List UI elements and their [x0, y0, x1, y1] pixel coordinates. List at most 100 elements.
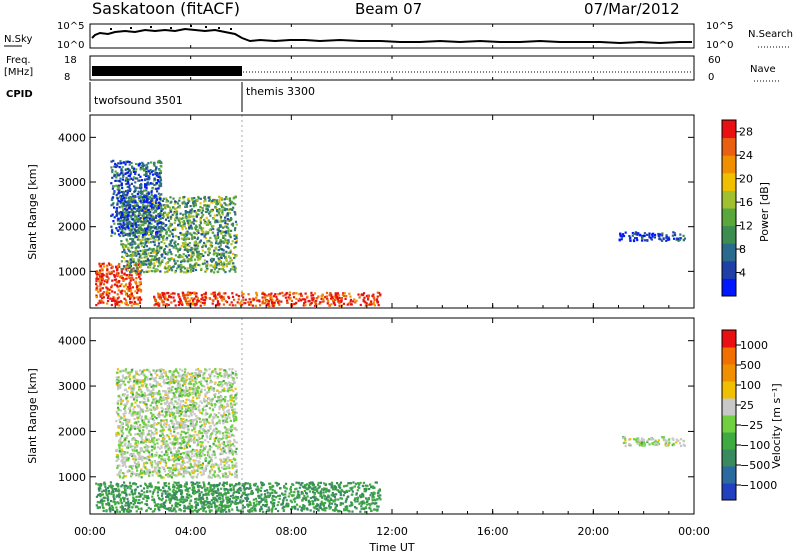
echo-cell: [144, 238, 147, 241]
echo-cell: [120, 198, 124, 201]
echo-cell: [187, 490, 190, 493]
echo-cell: [223, 207, 226, 210]
echo-cell: [179, 268, 182, 271]
echo-cell: [242, 485, 246, 488]
echo-cell: [123, 486, 126, 489]
echo-cell: [134, 446, 137, 449]
echo-cell: [95, 287, 98, 290]
echo-cell: [109, 499, 113, 503]
echo-cell: [184, 297, 187, 301]
echo-cell: [275, 496, 278, 499]
echo-cell: [154, 187, 157, 190]
echo-cell: [247, 487, 250, 490]
echo-cell: [149, 266, 152, 269]
echo-cell: [198, 264, 201, 267]
echo-cell: [125, 501, 128, 505]
echo-cell: [113, 283, 117, 286]
echo-cell: [246, 503, 249, 507]
echo-cell: [106, 291, 109, 294]
echo-cell: [118, 227, 122, 230]
echo-cell: [284, 486, 287, 489]
echo-cell: [362, 495, 365, 498]
echo-cell: [129, 237, 132, 241]
echo-cell: [214, 504, 217, 507]
echo-cell: [235, 468, 239, 472]
echo-cell: [136, 501, 140, 504]
echo-cell: [277, 501, 280, 504]
echo-cell: [215, 239, 218, 242]
power-echoes: [95, 159, 687, 308]
echo-cell: [98, 280, 101, 283]
echo-cell: [135, 168, 138, 171]
echo-cell: [343, 508, 346, 511]
echo-cell: [320, 488, 324, 491]
echo-cell: [152, 195, 155, 198]
echo-cell: [160, 222, 164, 226]
echo-cell: [138, 498, 141, 502]
echo-cell: [222, 296, 225, 299]
echo-cell: [105, 510, 108, 513]
echo-cell: [139, 260, 142, 263]
echo-cell: [119, 173, 122, 176]
echo-cell: [154, 239, 157, 242]
echo-cell: [134, 177, 137, 180]
echo-cell: [144, 174, 148, 178]
echo-cell: [153, 446, 157, 449]
echo-cell: [132, 223, 135, 226]
echo-cell: [185, 271, 188, 274]
echo-cell: [204, 293, 207, 296]
echo-cell: [127, 211, 131, 214]
echo-cell: [220, 493, 223, 497]
echo-cell: [138, 206, 141, 209]
echo-cell: [276, 298, 279, 301]
echo-cell: [345, 499, 348, 502]
echo-cell: [98, 485, 101, 488]
echo-cell: [181, 439, 184, 442]
echo-cell: [134, 456, 137, 459]
echo-cell: [189, 209, 192, 212]
echo-cell: [379, 498, 382, 501]
echo-cell: [192, 253, 195, 257]
echo-cell: [136, 224, 139, 227]
echo-cell: [229, 487, 233, 490]
echo-cell: [122, 175, 125, 178]
echo-cell: [105, 489, 108, 493]
echo-cell: [272, 295, 276, 298]
echo-cell: [166, 292, 169, 295]
echo-cell: [138, 272, 141, 275]
echo-cell: [310, 482, 313, 485]
echo-cell: [255, 488, 258, 491]
echo-cell: [678, 238, 681, 242]
echo-cell: [360, 502, 364, 506]
echo-cell: [161, 505, 164, 508]
echo-cell: [341, 502, 345, 505]
echo-cell: [212, 498, 215, 501]
echo-cell: [130, 270, 133, 274]
echo-cell: [153, 510, 156, 513]
echo-cell: [118, 206, 121, 209]
echo-cell: [215, 236, 218, 239]
echo-cell: [369, 494, 372, 497]
echo-cell: [364, 301, 367, 304]
echo-cell: [648, 232, 651, 235]
echo-cell: [229, 233, 232, 236]
echo-cell: [312, 506, 315, 509]
echo-cell: [199, 197, 202, 200]
echo-cell: [186, 243, 190, 246]
echo-cell: [196, 299, 199, 302]
echo-cell: [243, 491, 246, 494]
echo-cell: [183, 485, 186, 488]
echo-cell: [271, 499, 274, 502]
echo-cell: [212, 453, 215, 456]
echo-cell: [275, 491, 278, 494]
echo-cell: [260, 505, 263, 509]
echo-cell: [354, 482, 358, 486]
echo-cell: [197, 385, 200, 388]
echo-cell: [151, 492, 155, 495]
echo-cell: [235, 293, 238, 296]
echo-cell: [129, 242, 132, 245]
echo-cell: [146, 213, 149, 216]
echo-cell: [121, 505, 124, 508]
echo-cell: [110, 284, 114, 287]
echo-cell: [219, 238, 222, 242]
